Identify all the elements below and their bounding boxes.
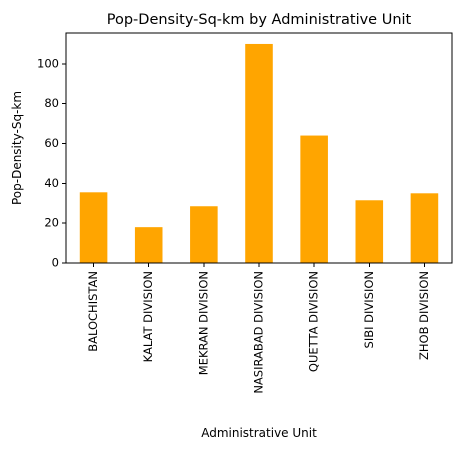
y-tick-label: 20 [44,216,59,230]
bar-3 [245,43,273,264]
x-tick-label: MEKRAN DIVISION [196,271,210,375]
x-tick-label: ZHOB DIVISION [417,271,431,360]
bars-group [79,43,439,264]
chart-title: Pop-Density-Sq-km by Administrative Unit [107,12,412,28]
bar-4 [300,135,328,263]
x-tick-label: BALOCHISTAN [86,271,100,352]
y-tick-label: 40 [44,176,59,190]
x-tick-label: QUETTA DIVISION [307,271,321,372]
x-axis: BALOCHISTAN KALAT DIVISION MEKRAN DIVISION… [86,263,431,394]
y-tick-label: 0 [52,256,59,270]
bar-5 [355,200,384,263]
y-tick-label: 60 [44,136,59,150]
bar-1 [134,227,163,263]
x-tick-label: SIBI DIVISION [362,271,376,348]
y-tick-label: 80 [44,96,59,110]
y-axis: 0 20 40 60 80 100 [37,56,66,270]
x-tick-label: NASIRABAD DIVISION [252,271,266,394]
y-tick-label: 100 [37,56,59,70]
bar-6 [410,193,439,263]
x-tick-label: KALAT DIVISION [141,271,155,362]
y-axis-label: Pop-Density-Sq-km [10,91,24,205]
bar-0 [79,192,108,263]
plot-frame [65,32,453,264]
bar-2 [190,206,218,263]
x-axis-label: Administrative Unit [201,426,317,440]
